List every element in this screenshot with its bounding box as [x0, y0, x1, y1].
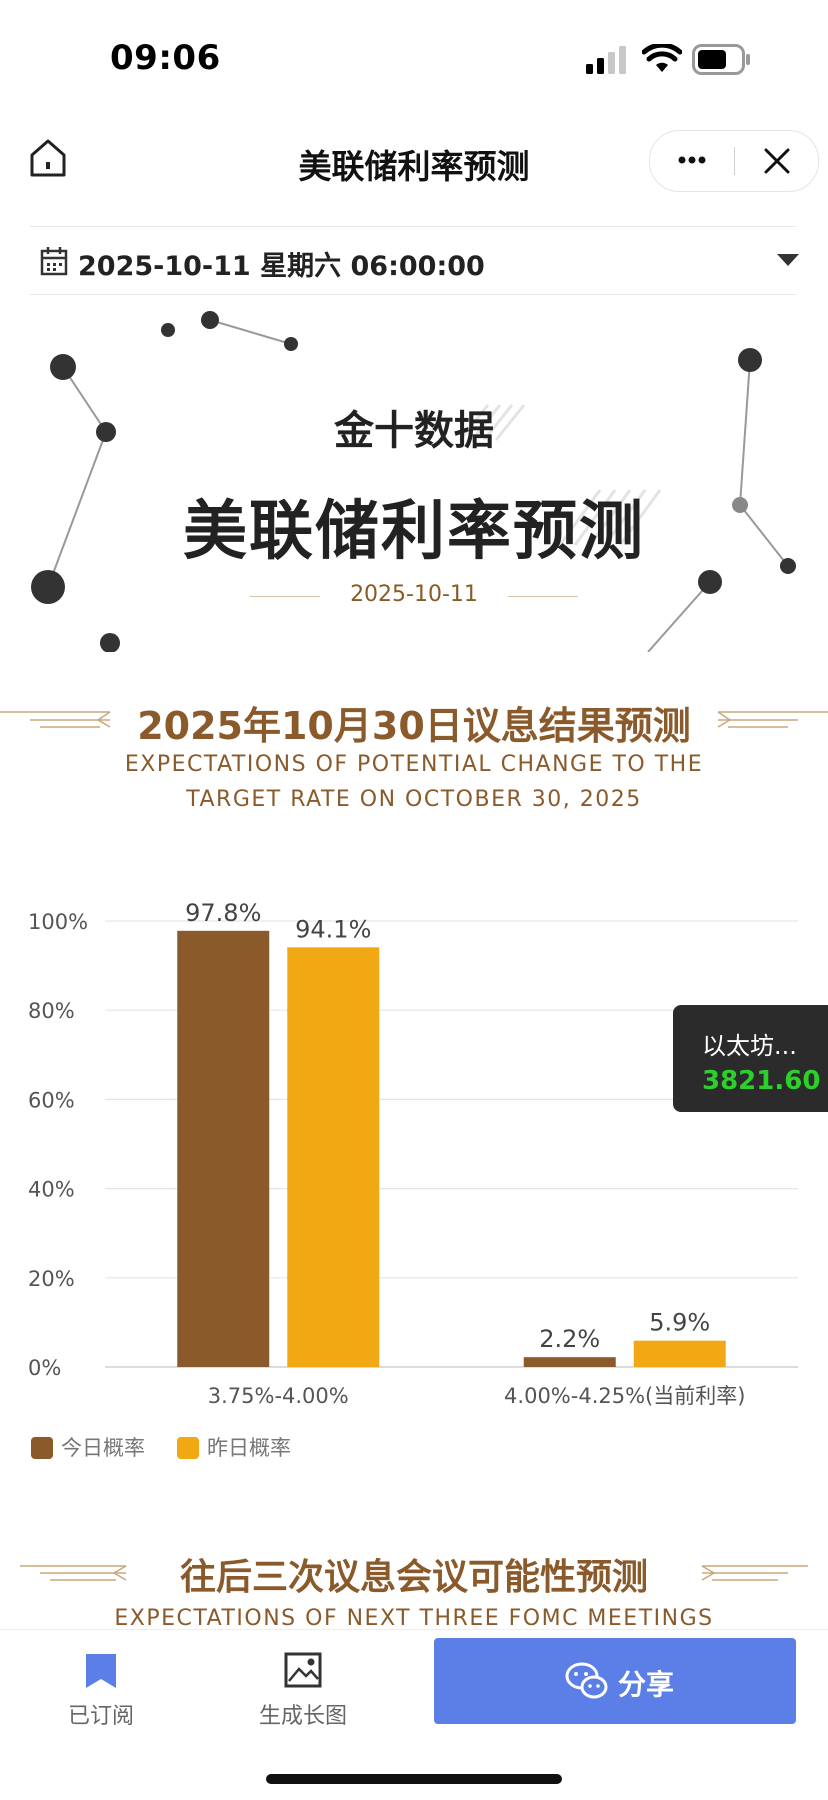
wifi-icon: [642, 44, 682, 72]
battery-icon: [692, 44, 750, 75]
bar: [633, 1340, 726, 1367]
hero-date: 2025-10-11: [350, 582, 478, 607]
y-tick-label: 80%: [28, 999, 75, 1023]
section2-title: 往后三次议息会议可能性预测: [179, 1557, 648, 1598]
calendar-icon[interactable]: [40, 246, 68, 276]
hero-date-line-left: [250, 596, 320, 597]
legend-today-swatch: [31, 1437, 53, 1459]
section2-decoration: [20, 1565, 808, 1581]
subscribed-label: 已订阅: [67, 1704, 134, 1729]
bottom-bar-divider: [0, 1629, 828, 1630]
signal-icon: [586, 46, 626, 74]
bar: [523, 1357, 616, 1367]
status-time: 09:06: [110, 38, 221, 78]
bar: [177, 930, 270, 1367]
long-image-tab[interactable]: 生成长图: [232, 1640, 374, 1740]
section1-subtitle-line1: EXPECTATIONS OF POTENTIAL CHANGE TO THE: [124, 752, 704, 777]
chevron-down-icon[interactable]: [777, 254, 799, 266]
bookmark-icon: [86, 1654, 116, 1688]
share-label: 分享: [618, 1668, 675, 1701]
more-dots-icon[interactable]: [678, 155, 706, 165]
date-divider-bottom: [30, 294, 796, 295]
wechat-icon: [565, 1662, 608, 1699]
long-image-label: 生成长图: [258, 1704, 347, 1729]
home-indicator: [266, 1774, 562, 1784]
legend-today: 今日概率: [31, 1432, 145, 1462]
date-selector[interactable]: 2025-10-11 星期六 06:00:00: [78, 251, 485, 282]
hero-date-line-right: [508, 596, 578, 597]
legend-yesterday-swatch: [177, 1437, 199, 1459]
capsule-divider: [734, 147, 735, 175]
data-label: 5.9%: [649, 1309, 710, 1337]
hero-title: 美联储利率预测: [183, 495, 645, 569]
share-button[interactable]: [434, 1638, 796, 1724]
date-divider-top: [30, 226, 796, 227]
x-tick-label: 3.75%-4.00%: [208, 1384, 349, 1408]
data-label: 97.8%: [185, 899, 261, 927]
y-tick-label: 60%: [28, 1088, 75, 1112]
data-label: 2.2%: [539, 1325, 600, 1353]
data-label: 94.1%: [295, 915, 371, 943]
y-tick-label: 100%: [28, 910, 88, 934]
ticker-value: 3821.60: [702, 1066, 821, 1096]
probability-bar-chart: 0% 20% 40% 60% 80% 100% 97.8% 94.1% 3.75%-4.00% 2…: [28, 899, 798, 1408]
y-tick-label: 40%: [28, 1178, 75, 1202]
legend-today-label: 今日概率: [61, 1436, 145, 1460]
close-icon[interactable]: [764, 148, 790, 174]
y-tick-label: 20%: [28, 1267, 75, 1291]
section1-title: 2025年10月30日议息结果预测: [137, 704, 691, 748]
ticker-name: 以太坊...: [702, 1032, 797, 1060]
legend-yesterday-label: 昨日概率: [207, 1436, 291, 1460]
ticker-popup[interactable]: [673, 1005, 828, 1112]
x-tick-label: 4.00%-4.25%(当前利率): [504, 1384, 745, 1408]
y-tick-label: 0%: [28, 1356, 61, 1380]
section1-decoration: [0, 711, 828, 728]
section1-subtitle-line2: TARGET RATE ON OCTOBER 30, 2025: [186, 787, 642, 812]
hero-brand: 金十数据: [334, 408, 494, 454]
image-icon: [284, 1652, 322, 1688]
page-title: 美联储利率预测: [298, 147, 530, 186]
legend-yesterday: 昨日概率: [177, 1432, 291, 1462]
subscribed-tab[interactable]: 已订阅: [30, 1640, 172, 1740]
bar: [287, 947, 380, 1367]
home-icon[interactable]: [28, 138, 68, 178]
miniapp-capsule: [649, 130, 819, 192]
section2-subtitle: EXPECTATIONS OF NEXT THREE FOMC MEETINGS: [114, 1606, 714, 1631]
hero-decoration: [31, 311, 796, 652]
